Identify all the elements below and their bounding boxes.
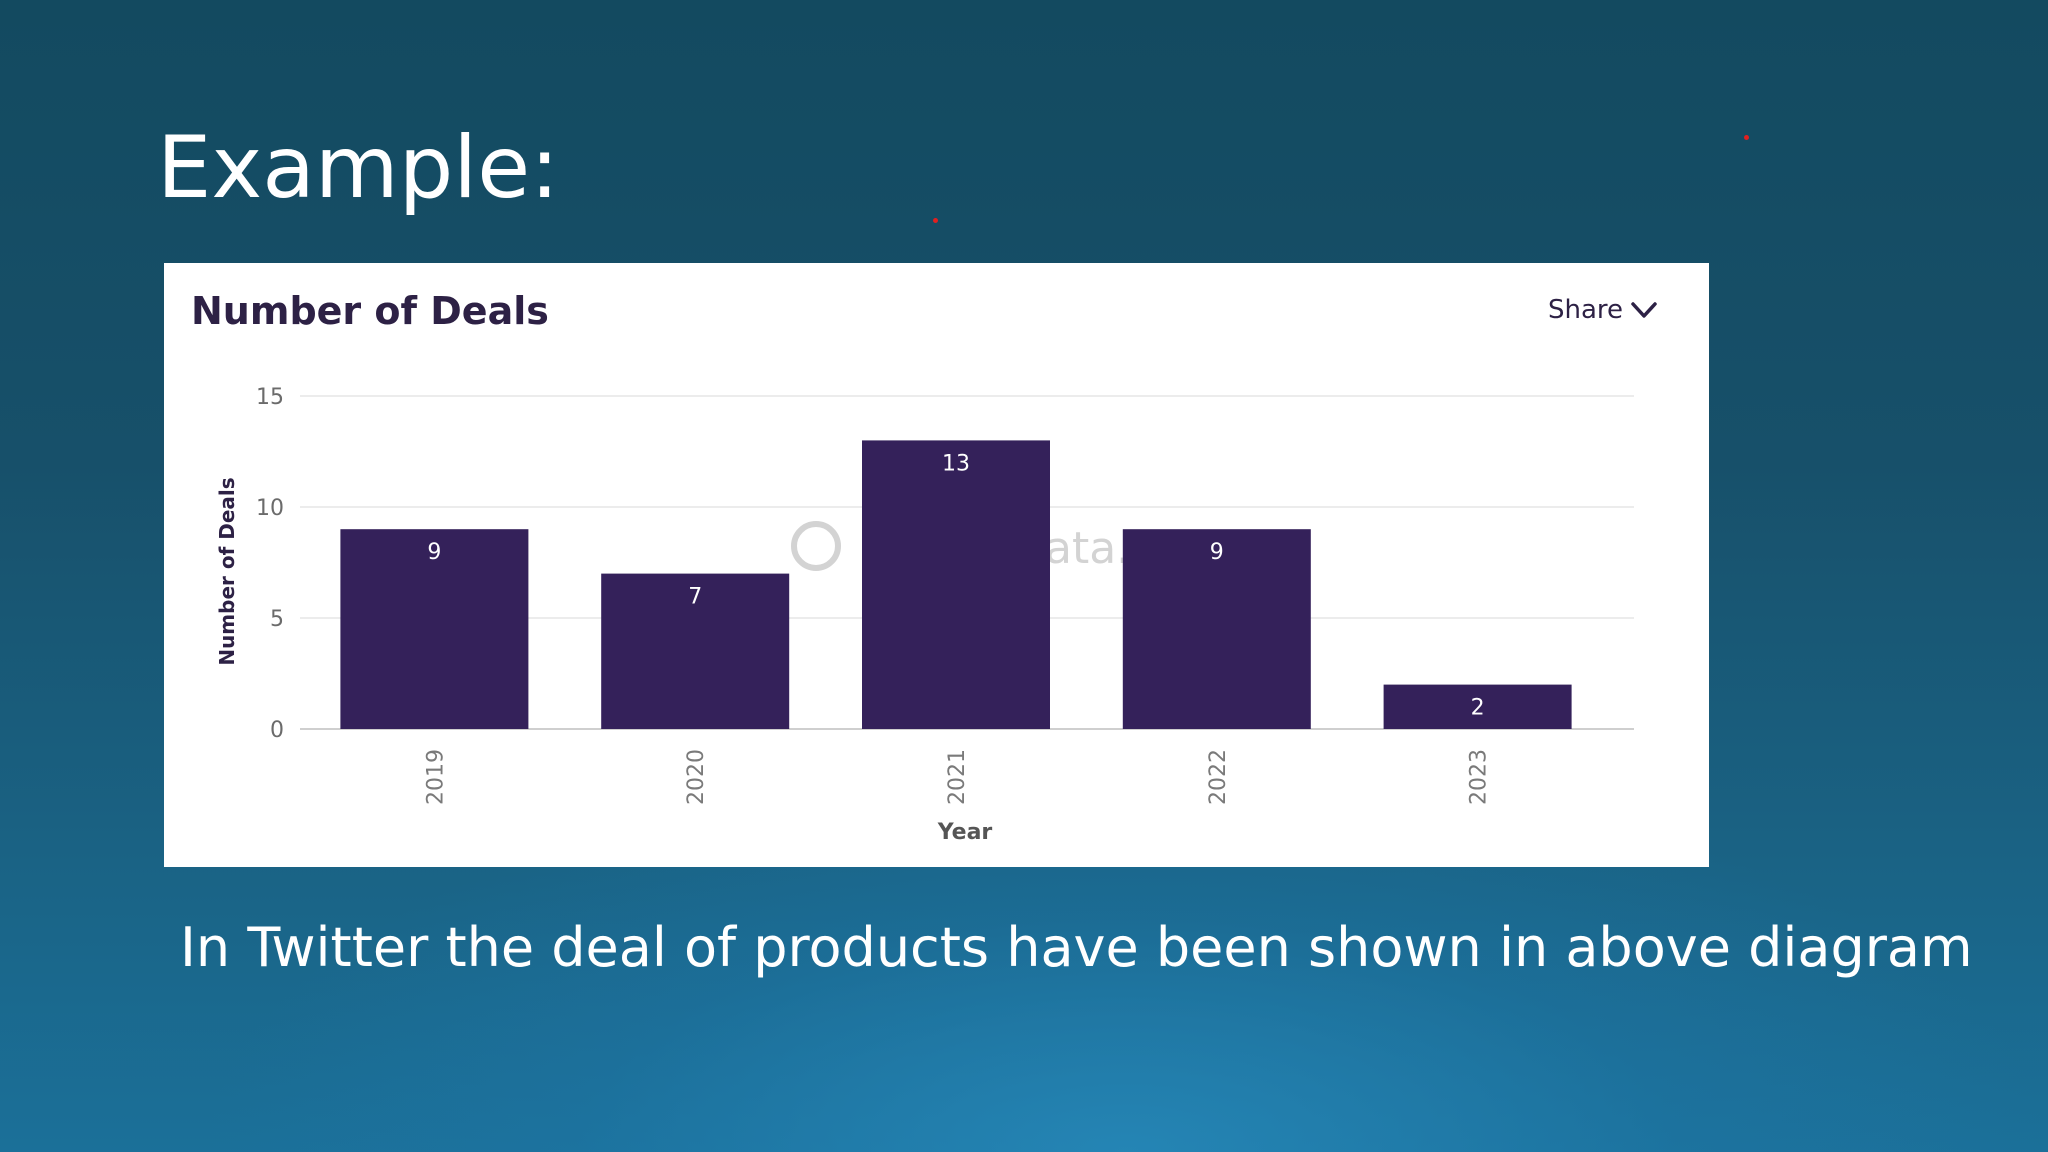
chevron-down-icon: [1631, 302, 1657, 318]
bar: [601, 573, 790, 729]
x-tick-label: 2021: [945, 749, 970, 805]
share-button[interactable]: Share: [1548, 295, 1657, 325]
bar-chart: 0 5 10 15 ata. 9 2019 7 2020 13 2021 9 2022 2 2023 Year…: [215, 385, 1634, 845]
slide-caption: In Twitter the deal of products have bee…: [180, 916, 1973, 979]
watermark-logo-icon: [791, 521, 841, 571]
data-label: 13: [942, 451, 970, 476]
red-dot-marker: [1744, 135, 1749, 140]
chart-card: Number of Deals Share 0 5 10 15 ata. 9 2019 7 20…: [164, 263, 1709, 867]
x-tick-label: 2020: [684, 749, 709, 805]
y-tick-label: 15: [256, 385, 284, 410]
x-axis-title: Year: [937, 820, 993, 845]
slide-title: Example:: [157, 118, 560, 218]
y-tick-label: 5: [270, 607, 284, 632]
bar: [340, 529, 529, 729]
data-label: 2: [1471, 696, 1485, 721]
bar: [1383, 684, 1572, 729]
bar: [1122, 529, 1311, 729]
y-tick-label: 0: [270, 718, 284, 743]
watermark-text: ata.: [1045, 523, 1130, 574]
x-tick-label: 2022: [1206, 749, 1231, 805]
data-label: 9: [1210, 540, 1224, 565]
y-axis-title: Number of Deals: [215, 477, 239, 665]
red-dot-marker: [933, 218, 938, 223]
chart-title: Number of Deals: [191, 289, 549, 333]
x-tick-label: 2019: [423, 749, 448, 805]
x-tick-label: 2023: [1467, 749, 1492, 805]
data-label: 7: [688, 585, 702, 610]
share-label: Share: [1547, 295, 1623, 325]
bar: [862, 440, 1050, 729]
data-label: 9: [427, 540, 441, 565]
y-tick-label: 10: [256, 496, 284, 521]
